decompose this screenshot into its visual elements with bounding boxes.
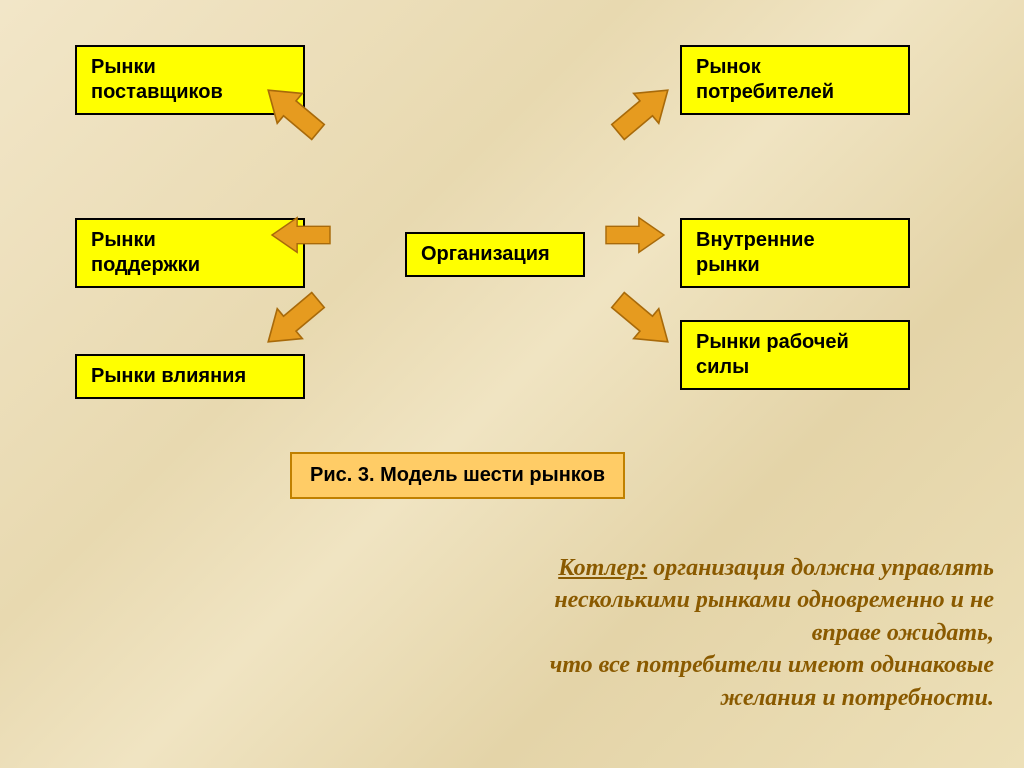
arrow [605, 285, 680, 357]
node-support: Рынкиподдержки [75, 218, 305, 288]
node-suppliers: Рынкипоставщиков [75, 45, 305, 115]
node-label: Внутренниерынки [696, 229, 815, 276]
node-influence: Рынки влияния [75, 354, 305, 399]
caption-text: Рис. 3. Модель шести рынков [310, 464, 605, 486]
quote-line: что все потребители имеют одинаковые [550, 652, 994, 678]
node-label: Рынки влияния [91, 365, 246, 387]
node-label: Организация [421, 243, 550, 265]
arrow [605, 75, 680, 147]
node-label: Рынкиподдержки [91, 229, 200, 276]
arrow [256, 285, 331, 357]
quote-period: . [988, 685, 994, 711]
quote-line: организация должна управлять [653, 555, 994, 581]
node-consumers: Рынокпотребителей [680, 45, 910, 115]
quote-line: желания и потребности [720, 685, 988, 711]
figure-caption: Рис. 3. Модель шести рынков [290, 452, 625, 499]
node-labor: Рынки рабочейсилы [680, 320, 910, 390]
quote-line: несколькими рынками одновременно и не [554, 587, 994, 613]
node-label: Рынки рабочейсилы [696, 331, 849, 378]
node-internal: Внутренниерынки [680, 218, 910, 288]
node-label: Рынкипоставщиков [91, 56, 223, 103]
node-label: Рынокпотребителей [696, 56, 834, 103]
quote-block: Котлер: организация должна управлять нес… [214, 552, 994, 714]
node-center: Организация [405, 232, 585, 277]
quote-line: вправе ожидать, [812, 620, 994, 646]
quote-author: Котлер: [558, 555, 647, 581]
arrow [606, 218, 664, 253]
